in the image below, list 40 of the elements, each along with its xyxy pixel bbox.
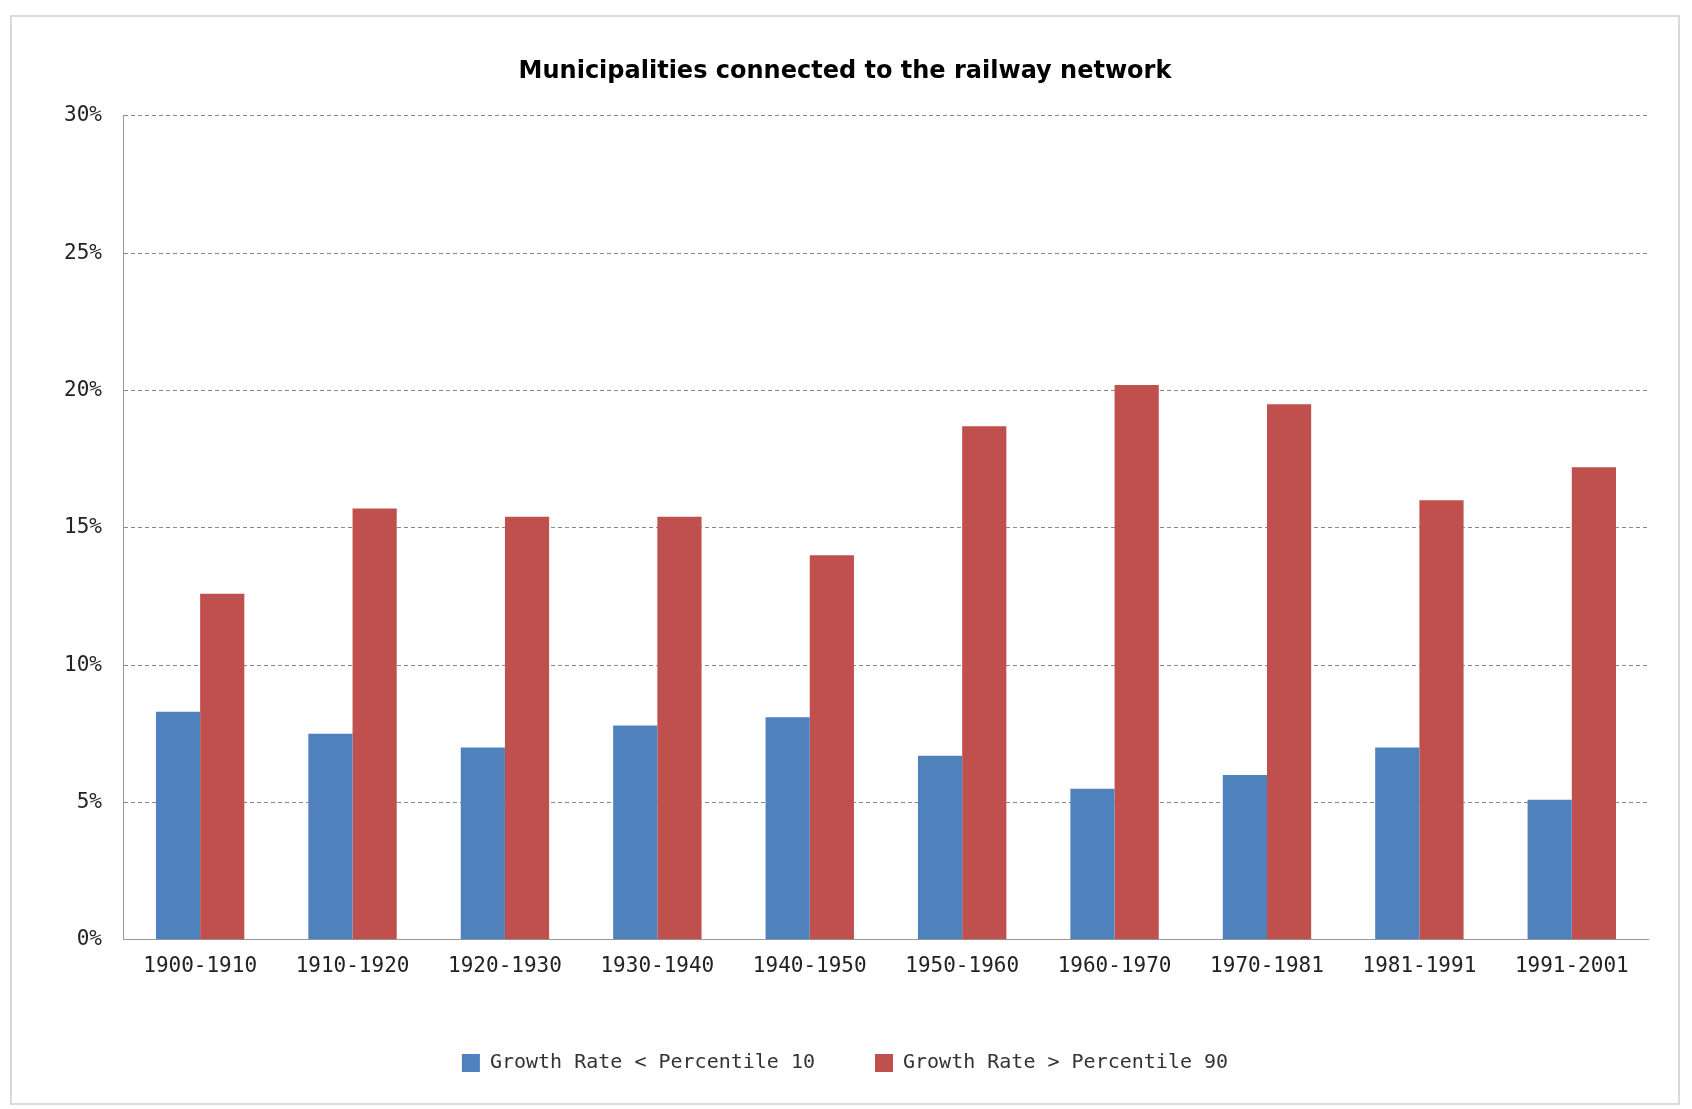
y-tick-label: 30% xyxy=(63,102,103,127)
legend-label: Growth Rate > Percentile 90 xyxy=(903,1049,1229,1074)
x-tick-label: 1920-1930 xyxy=(448,952,562,977)
x-tick-label: 1910-1920 xyxy=(295,952,410,977)
bar xyxy=(765,717,810,940)
y-tick-label: 20% xyxy=(63,376,103,401)
x-tick-label: 1960-1970 xyxy=(1057,952,1172,977)
bar xyxy=(809,555,854,940)
bar xyxy=(155,711,201,940)
y-tick-label: 0% xyxy=(76,926,103,951)
y-tick-label: 5% xyxy=(76,788,103,813)
bar xyxy=(460,747,505,940)
bar xyxy=(1070,788,1115,940)
x-tick-label: 1940-1950 xyxy=(752,952,867,977)
x-tick-label: 1930-1940 xyxy=(600,952,715,977)
bar xyxy=(1114,384,1159,940)
bar xyxy=(1222,775,1267,940)
bar xyxy=(962,426,1007,940)
bar xyxy=(504,516,550,940)
bar xyxy=(917,755,963,940)
bar xyxy=(657,516,702,940)
x-tick-label: 1970-1981 xyxy=(1210,952,1324,977)
bar xyxy=(200,593,245,940)
bar xyxy=(1266,404,1312,940)
chart-title: Municipalities connected to the railway network xyxy=(518,55,1173,84)
y-tick-label: 25% xyxy=(63,239,103,264)
y-tick-label: 15% xyxy=(63,514,103,539)
legend-label: Growth Rate < Percentile 10 xyxy=(489,1049,815,1074)
bar xyxy=(1571,467,1616,940)
y-tick-label: 10% xyxy=(63,651,103,676)
bar xyxy=(352,508,397,940)
bar xyxy=(1375,747,1420,940)
bar xyxy=(1419,500,1464,940)
bar xyxy=(1527,799,1572,940)
x-tick-label: 1981-1991 xyxy=(1362,952,1477,977)
x-tick-label: 1950-1960 xyxy=(905,952,1020,977)
bar xyxy=(308,733,353,940)
x-tick-label: 1991-2001 xyxy=(1514,952,1629,977)
bar xyxy=(613,725,658,940)
x-tick-label: 1900-1910 xyxy=(143,952,258,977)
